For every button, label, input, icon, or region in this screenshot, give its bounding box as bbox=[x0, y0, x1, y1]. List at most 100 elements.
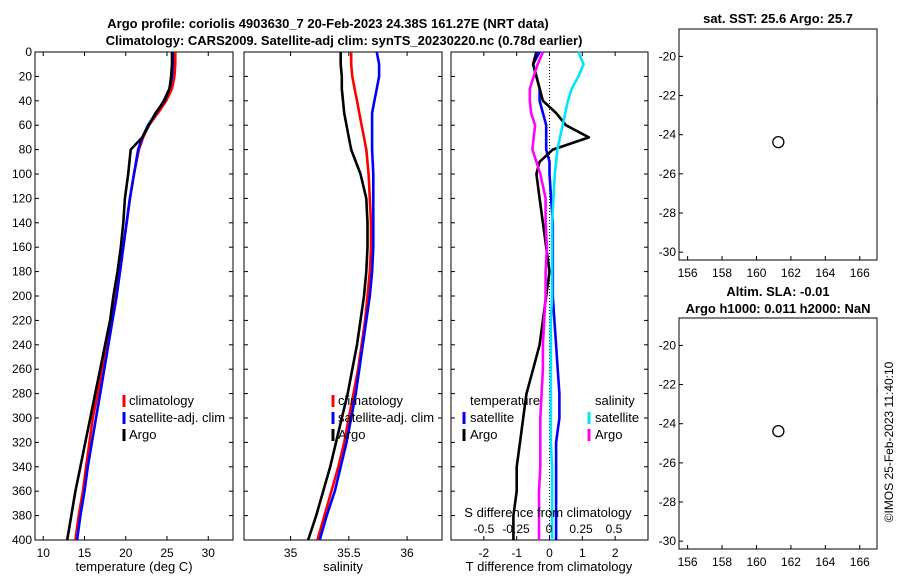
y-tick-label: 140 bbox=[12, 216, 32, 230]
legend-s-argo-label: Argo bbox=[595, 427, 622, 442]
top-tick-label: -0.25 bbox=[502, 522, 530, 536]
legend-salinity-heading: salinity bbox=[595, 393, 635, 408]
x-tick-label: 20 bbox=[119, 546, 133, 560]
legend-climatology-label: climatology bbox=[338, 393, 404, 408]
y-tick-label: 60 bbox=[19, 118, 33, 132]
x-tick-label: 25 bbox=[160, 546, 174, 560]
map-x-tick-label: 164 bbox=[815, 555, 835, 569]
imos-credit: ©IMOS 25-Feb-2023 11:40:10 bbox=[882, 361, 896, 522]
temperature-xlabel: temperature (deg C) bbox=[75, 559, 192, 574]
y-tick-label: 80 bbox=[19, 143, 33, 157]
y-tick-label: 220 bbox=[12, 313, 32, 327]
figure-title-line2: Climatology: CARS2009. Satellite-adj cli… bbox=[106, 33, 583, 48]
y-tick-label: 360 bbox=[12, 484, 32, 498]
x-tick-label: 15 bbox=[78, 546, 92, 560]
legend-argo-label: Argo bbox=[338, 427, 365, 442]
difference-top-ticks: -0.5 -0.25 0 0.25 0.5 bbox=[474, 522, 623, 536]
legend-s-satellite-label: satellite bbox=[595, 410, 639, 425]
legend-satellite-label: satellite-adj. clim bbox=[129, 410, 225, 425]
legend-satellite-label: satellite-adj. clim bbox=[338, 410, 434, 425]
y-tick-label: 0 bbox=[25, 45, 32, 59]
series-line-argo bbox=[306, 52, 369, 541]
map-y-tick-label: -20 bbox=[659, 49, 677, 63]
series-line-climatology bbox=[316, 52, 373, 541]
sst-map-title: sat. SST: 25.6 Argo: 25.7 bbox=[703, 11, 853, 26]
x-tick-label: 0 bbox=[546, 546, 553, 560]
map-y-tick-label: -30 bbox=[659, 534, 677, 548]
map-x-tick-label: 162 bbox=[781, 555, 801, 569]
top-tick-label: 0.5 bbox=[606, 522, 623, 536]
series-line-salinity-argo bbox=[528, 51, 549, 540]
temperature-panel: 0 20 40 60 80 100 120 140 160 180 200 220 240 260 280 3… bbox=[12, 45, 234, 574]
legend-t-satellite-label: satellite bbox=[470, 410, 514, 425]
y-tick-label: 40 bbox=[19, 94, 33, 108]
temperature-legend: climatology satellite-adj. clim Argo bbox=[122, 393, 225, 442]
legend-climatology-label: climatology bbox=[129, 393, 195, 408]
map-y-tick-label: -26 bbox=[659, 167, 677, 181]
map-x-tick-label: 160 bbox=[746, 555, 766, 569]
map-y-tick-label: -22 bbox=[659, 89, 677, 103]
x-tick-label: -1 bbox=[511, 546, 522, 560]
x-tick-label: 2 bbox=[612, 546, 619, 560]
x-tick-label: 30 bbox=[202, 546, 216, 560]
y-tick-label: 120 bbox=[12, 191, 32, 205]
salinity-xlabel: salinity bbox=[323, 559, 363, 574]
figure-title-line1: Argo profile: coriolis 4903630_7 20-Feb-… bbox=[107, 16, 548, 31]
legend-t-argo-label: Argo bbox=[470, 427, 497, 442]
sla-map-title-line1: Altim. SLA: -0.01 bbox=[726, 284, 829, 299]
top-tick-label: -0.5 bbox=[474, 522, 495, 536]
legend-temperature-heading: temperature bbox=[470, 393, 540, 408]
map-y-tick-label: -24 bbox=[659, 417, 677, 431]
y-tick-label: 100 bbox=[12, 167, 32, 181]
x-tick-label: 10 bbox=[37, 546, 51, 560]
y-tick-label: 260 bbox=[12, 362, 32, 376]
y-tick-label: 180 bbox=[12, 265, 32, 279]
map-x-tick-label: 158 bbox=[712, 555, 732, 569]
map-x-tick-label: 166 bbox=[850, 266, 870, 280]
sst-map-panel: sat. SST: 25.6 Argo: 25.7 156 158 160 162 16… bbox=[659, 11, 878, 280]
sst-map-frame bbox=[678, 28, 878, 261]
y-tick-label: 300 bbox=[12, 411, 32, 425]
y-tick-label: 380 bbox=[12, 509, 32, 523]
series-line-satellite-adj-clim bbox=[318, 51, 381, 541]
difference-legend-temperature: temperature satellite Argo bbox=[462, 393, 540, 442]
argo-position-marker bbox=[772, 425, 785, 438]
argo-position-marker bbox=[772, 136, 785, 149]
series-line-salinity-satellite bbox=[549, 51, 585, 540]
salinity-legend: climatology satellite-adj. clim Argo bbox=[331, 393, 434, 442]
sla-map-frame bbox=[678, 317, 878, 550]
y-tick-label: 280 bbox=[12, 387, 32, 401]
map-x-tick-label: 158 bbox=[712, 266, 732, 280]
y-tick-label: 320 bbox=[12, 435, 32, 449]
difference-top-axis-label: S difference from climatology bbox=[464, 505, 632, 520]
map-y-tick-label: -28 bbox=[659, 206, 677, 220]
x-tick-label: -2 bbox=[478, 546, 489, 560]
series-line-temperature-argo bbox=[512, 51, 591, 540]
map-y-tick-label: -30 bbox=[659, 245, 677, 259]
y-tick-label: 400 bbox=[12, 533, 32, 547]
y-tick-label: 20 bbox=[19, 69, 33, 83]
map-y-tick-label: -26 bbox=[659, 456, 677, 470]
y-tick-label: 200 bbox=[12, 289, 32, 303]
x-tick-label: 36 bbox=[400, 546, 414, 560]
map-y-tick-label: -22 bbox=[659, 378, 677, 392]
top-tick-label: 0 bbox=[546, 522, 553, 536]
y-tick-label: 240 bbox=[12, 338, 32, 352]
y-tick-label: 160 bbox=[12, 240, 32, 254]
map-y-tick-label: -20 bbox=[659, 338, 677, 352]
difference-legend-salinity: salinity satellite Argo bbox=[587, 393, 639, 442]
x-tick-label: 35.5 bbox=[337, 546, 361, 560]
map-x-tick-label: 156 bbox=[678, 555, 698, 569]
sla-map-panel: Altim. SLA: -0.01 Argo h1000: 0.011 h200… bbox=[659, 284, 878, 569]
map-x-tick-label: 156 bbox=[678, 266, 698, 280]
difference-panel: -2 -1 0 1 2 T difference from climatology S … bbox=[450, 51, 649, 574]
y-tick-label: 340 bbox=[12, 460, 32, 474]
map-y-tick-label: -28 bbox=[659, 495, 677, 509]
difference-xlabel: T difference from climatology bbox=[466, 559, 633, 574]
map-x-tick-label: 162 bbox=[781, 266, 801, 280]
series-line-argo bbox=[65, 52, 174, 541]
sla-map-title-line2: Argo h1000: 0.011 h2000: NaN bbox=[686, 301, 871, 316]
top-tick-label: 0.25 bbox=[569, 522, 593, 536]
x-tick-label: 35 bbox=[284, 546, 298, 560]
